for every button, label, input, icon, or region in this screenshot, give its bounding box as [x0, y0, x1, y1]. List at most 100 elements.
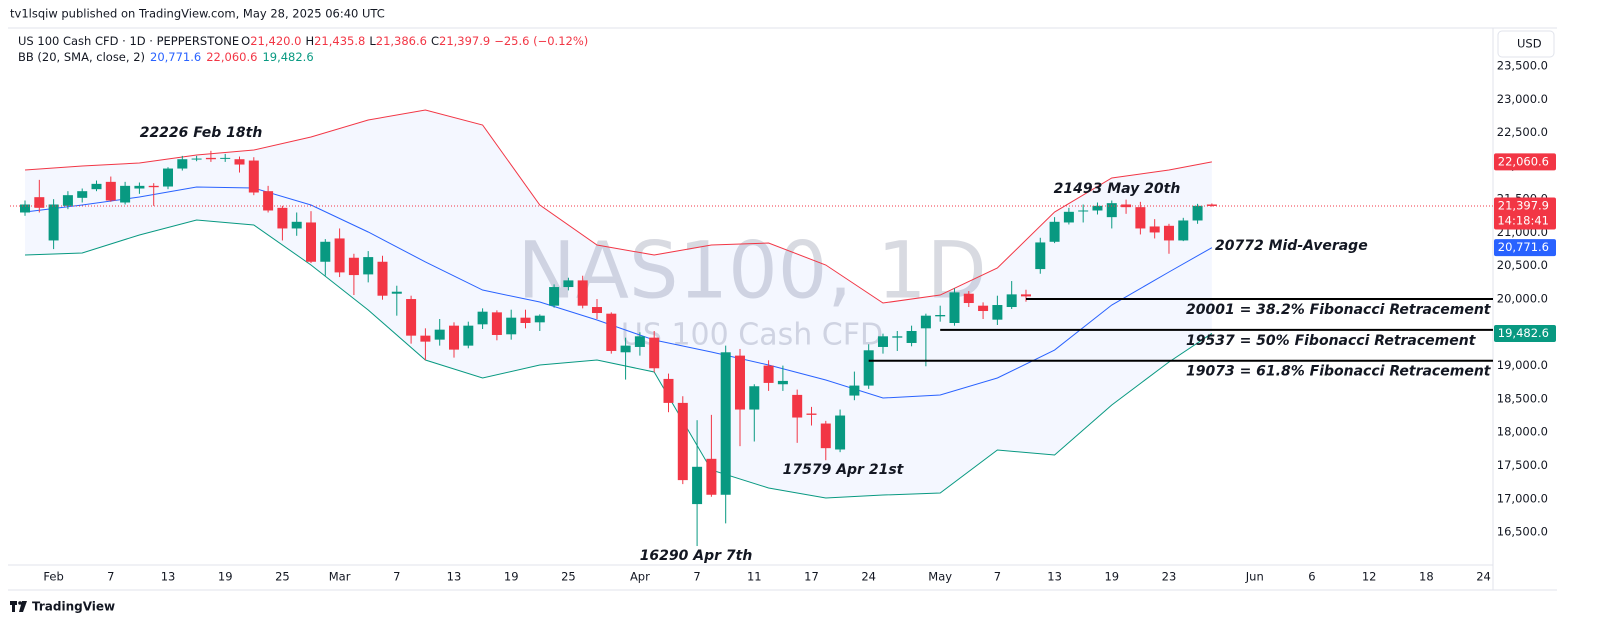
- currency-label[interactable]: USD: [1517, 37, 1542, 51]
- candle-body: [377, 261, 388, 296]
- candle-body: [1092, 205, 1103, 211]
- ohlc-value: 21,420.0: [250, 34, 301, 48]
- annotation: 20772 Mid-Average: [1215, 238, 1368, 254]
- candle-body: [820, 423, 831, 449]
- band-line: [24, 109, 1212, 304]
- candle-body: [663, 378, 674, 403]
- y-tick-label: 17,000.0: [1497, 491, 1548, 505]
- candle-body: [1049, 221, 1060, 242]
- candle-body: [520, 317, 531, 323]
- candle-body: [491, 312, 502, 335]
- symbol: US 100 Cash CFD · 1D · PEPPERSTONE: [18, 34, 239, 48]
- x-tick-label: 7: [994, 570, 1001, 584]
- x-tick-label: 18: [1419, 570, 1434, 584]
- indicator-value: 20,771.6: [150, 50, 201, 64]
- candle-body: [20, 204, 31, 213]
- candle-body: [577, 280, 588, 306]
- candle-body: [306, 222, 317, 262]
- candle-body: [677, 402, 688, 481]
- ohlc-value: 21,397.9: [439, 34, 490, 48]
- fib-label: 20001 = 38.2% Fibonacci Retracement: [1186, 302, 1492, 318]
- ohlc-key: L: [369, 34, 376, 48]
- x-tick-label: 25: [275, 570, 290, 584]
- ohlc-key: O: [241, 34, 250, 48]
- candle-body: [263, 191, 274, 211]
- candle-body: [406, 299, 417, 336]
- logo-shape: [12, 601, 15, 612]
- candle-body: [320, 241, 331, 262]
- candle-body: [334, 238, 345, 273]
- candle-body: [806, 413, 817, 415]
- candle-body: [563, 280, 574, 288]
- x-tick-label: 17: [804, 570, 819, 584]
- candle-body: [1020, 294, 1031, 297]
- price-badge: [1494, 324, 1556, 342]
- candle-body: [549, 287, 560, 306]
- candle-body: [448, 325, 459, 350]
- x-tick-label: 11: [747, 570, 762, 584]
- candle-body: [849, 385, 860, 396]
- y-tick-label: 16,500.0: [1497, 525, 1548, 539]
- candle-body: [48, 204, 59, 241]
- candle-body: [177, 159, 188, 169]
- ohlc-key: C: [431, 34, 439, 48]
- indicator-value: 19,482.6: [262, 50, 313, 64]
- published-note: tv1lsqiw published on TradingView.com, M…: [10, 7, 385, 21]
- band-fill: [25, 110, 1212, 499]
- plot-area: [10, 109, 1493, 547]
- candle-body: [763, 365, 774, 383]
- y-tick-label: 23,500.0: [1497, 59, 1548, 73]
- candle-body: [692, 466, 703, 505]
- price-badge-label: 22,060.6: [1498, 154, 1549, 168]
- ohlc-value: 21,435.8: [314, 34, 365, 48]
- candle-body: [434, 329, 445, 340]
- candle-body: [606, 313, 617, 351]
- candle-body: [1206, 204, 1217, 206]
- candle-body: [863, 350, 874, 386]
- x-tick-label: 19: [1104, 570, 1119, 584]
- candle-body: [835, 415, 846, 450]
- annotation: 16290 Apr 7th: [640, 548, 753, 564]
- candle-body: [1163, 225, 1174, 241]
- x-tick-label: 19: [218, 570, 233, 584]
- currency-button[interactable]: [1497, 30, 1555, 58]
- candle-body: [792, 394, 803, 418]
- candle-body: [234, 159, 245, 165]
- x-tick-label: 13: [1047, 570, 1062, 584]
- x-tick-label: Jun: [1245, 570, 1264, 584]
- candle-body: [935, 315, 946, 317]
- candle-body: [949, 292, 960, 323]
- candle-body: [906, 330, 917, 343]
- watermark-title: NAS100, 1D: [517, 226, 986, 316]
- y-tick-label: 18,000.0: [1497, 425, 1548, 439]
- logo-shape: [19, 601, 27, 612]
- y-tick-label: 20,500.0: [1497, 258, 1548, 272]
- annotation: 17579 Apr 21st: [783, 462, 905, 478]
- annotation: 21493 May 20th: [1054, 181, 1181, 197]
- candle-body: [734, 355, 745, 410]
- y-tick-label: 18,500.0: [1497, 391, 1548, 405]
- y-tick-label: 17,500.0: [1497, 458, 1548, 472]
- candle-body: [1063, 211, 1074, 223]
- watermark-subtitle: US 100 Cash CFD: [621, 318, 883, 353]
- y-tick-label: 20,000.0: [1497, 292, 1548, 306]
- candle-body: [477, 311, 488, 325]
- x-tick-label: 6: [1308, 570, 1315, 584]
- candle-body: [1006, 294, 1017, 308]
- candle-body: [620, 345, 631, 353]
- price-badge: [1494, 153, 1556, 171]
- candle-body: [291, 221, 302, 229]
- indicator-value: 22,060.6: [206, 50, 257, 64]
- fib-label: 19537 = 50% Fibonacci Retracement: [1186, 333, 1477, 349]
- candle-body: [1178, 220, 1189, 241]
- x-tick-label: 23: [1162, 570, 1177, 584]
- candle-body: [163, 168, 174, 187]
- y-tick-label: 22,500.0: [1497, 125, 1548, 139]
- candle-body: [77, 191, 88, 198]
- brand-logo: TradingView: [10, 600, 115, 614]
- candle-body: [91, 183, 102, 190]
- candle-body: [978, 305, 989, 312]
- price-badge: [1494, 197, 1556, 230]
